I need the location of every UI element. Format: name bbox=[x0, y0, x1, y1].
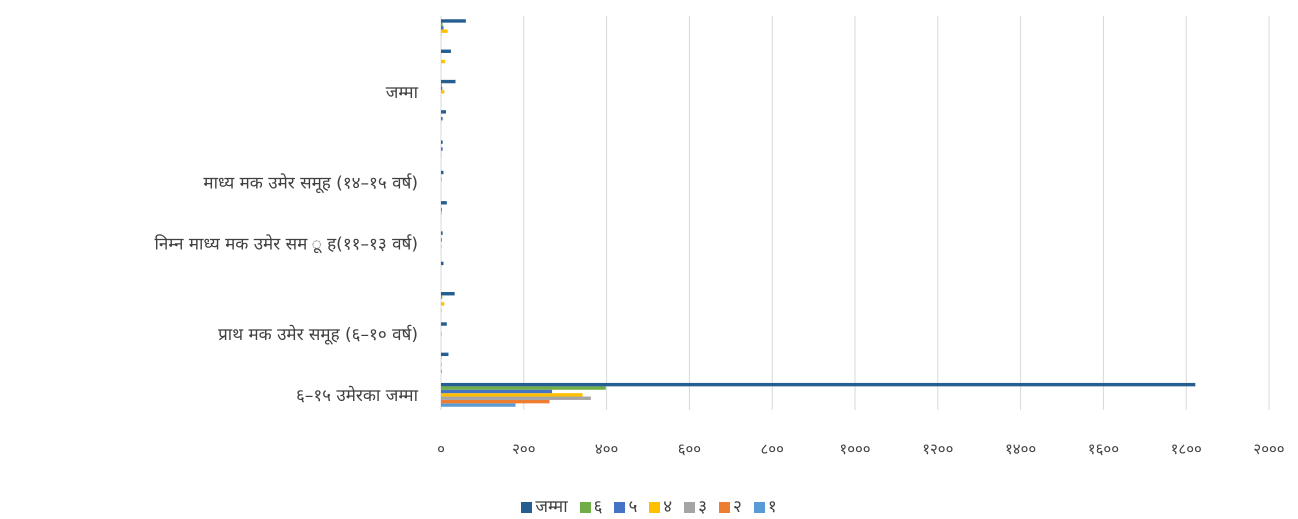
category-label: ६–१५ उमेरका जम्मा bbox=[296, 385, 419, 406]
bar bbox=[441, 332, 442, 336]
bar bbox=[441, 322, 447, 326]
bar bbox=[441, 352, 449, 357]
bar bbox=[441, 386, 606, 390]
x-tick-label: १८०० bbox=[1171, 440, 1202, 458]
legend-swatch bbox=[718, 502, 730, 513]
bar bbox=[441, 231, 443, 235]
bar bbox=[441, 201, 447, 205]
x-tick-label: ४०० bbox=[595, 440, 618, 458]
bar bbox=[441, 261, 444, 266]
bar bbox=[441, 116, 443, 121]
x-tick-label: ० bbox=[437, 440, 445, 458]
bar bbox=[441, 90, 445, 94]
category-label: निम्न माध्य मक उमेर सम ू ह(११–१३ वर्ष) bbox=[154, 233, 418, 254]
bars bbox=[441, 19, 1196, 407]
legend-label: ६ bbox=[593, 497, 603, 517]
legend-label: ५ bbox=[628, 497, 638, 517]
bar bbox=[441, 83, 442, 87]
legend-swatch bbox=[649, 502, 661, 513]
legend-swatch bbox=[521, 502, 533, 513]
legend-label: ३ bbox=[698, 497, 707, 517]
bar bbox=[441, 140, 443, 144]
bar bbox=[441, 211, 442, 215]
bar bbox=[441, 59, 446, 64]
bar bbox=[441, 382, 1196, 387]
x-axis-tick-labels: ० २०० ४०० ६०० ८०० १००० १२०० १४०० १६०० १८०० २००० bbox=[437, 440, 1285, 458]
bar bbox=[441, 389, 552, 394]
bar bbox=[441, 22, 443, 27]
gridlines bbox=[440, 16, 1270, 410]
x-tick-label: १६०० bbox=[1088, 440, 1119, 458]
legend-swatch bbox=[579, 502, 591, 513]
bar bbox=[441, 238, 442, 242]
bar bbox=[441, 110, 446, 114]
legend-swatch bbox=[614, 502, 626, 513]
bar bbox=[441, 49, 451, 53]
x-tick-label: १२०० bbox=[922, 440, 953, 458]
category-labels: ६–१५ उमेरका जम्मा प्राथ मक उमेर समूह (६–१… bbox=[154, 83, 418, 406]
bar bbox=[441, 369, 442, 374]
bar bbox=[441, 295, 443, 299]
bar bbox=[441, 292, 455, 296]
legend-item: जम्मा bbox=[521, 494, 568, 517]
bar bbox=[441, 362, 442, 367]
x-tick-label: ८०० bbox=[760, 440, 783, 458]
legend-swatch bbox=[684, 502, 696, 513]
category-label: माध्य मक उमेर समूह (१४–१५ वर्ष) bbox=[203, 173, 418, 194]
x-tick-label: १४०० bbox=[1005, 440, 1036, 458]
bar bbox=[441, 26, 444, 30]
bar bbox=[441, 403, 516, 407]
legend-label: २ bbox=[732, 497, 742, 517]
legend-label: ४ bbox=[663, 497, 673, 517]
x-tick-label: ६०० bbox=[678, 440, 701, 458]
legend-item: ५ bbox=[614, 494, 637, 517]
bar bbox=[441, 29, 448, 33]
bar bbox=[441, 79, 456, 84]
bar bbox=[441, 399, 550, 404]
legend-item: ६ bbox=[579, 494, 603, 517]
bar bbox=[441, 393, 583, 397]
bar bbox=[441, 147, 443, 151]
category-label: जम्मा bbox=[386, 83, 419, 103]
legend-swatch bbox=[753, 502, 765, 513]
x-tick-label: २००० bbox=[1253, 440, 1284, 458]
bar bbox=[441, 19, 466, 23]
bar bbox=[441, 302, 445, 306]
bar bbox=[441, 396, 591, 400]
legend-item: २ bbox=[718, 494, 742, 517]
x-tick-label: १००० bbox=[839, 440, 870, 458]
legend-item: १ bbox=[753, 494, 777, 517]
legend-label: जम्मा bbox=[535, 497, 568, 517]
legend-item: ३ bbox=[684, 494, 707, 517]
bar bbox=[441, 207, 442, 212]
bar bbox=[441, 86, 443, 91]
category-label: प्राथ मक उमेर समूह (६–१० वर्ष) bbox=[218, 324, 418, 345]
legend-item: ४ bbox=[649, 494, 672, 517]
legend: जम्मा ६ ५ ४ ३ २ १ bbox=[0, 494, 1298, 517]
legend-label: १ bbox=[767, 497, 777, 517]
bar bbox=[441, 170, 444, 175]
x-tick-label: २०० bbox=[512, 440, 535, 458]
